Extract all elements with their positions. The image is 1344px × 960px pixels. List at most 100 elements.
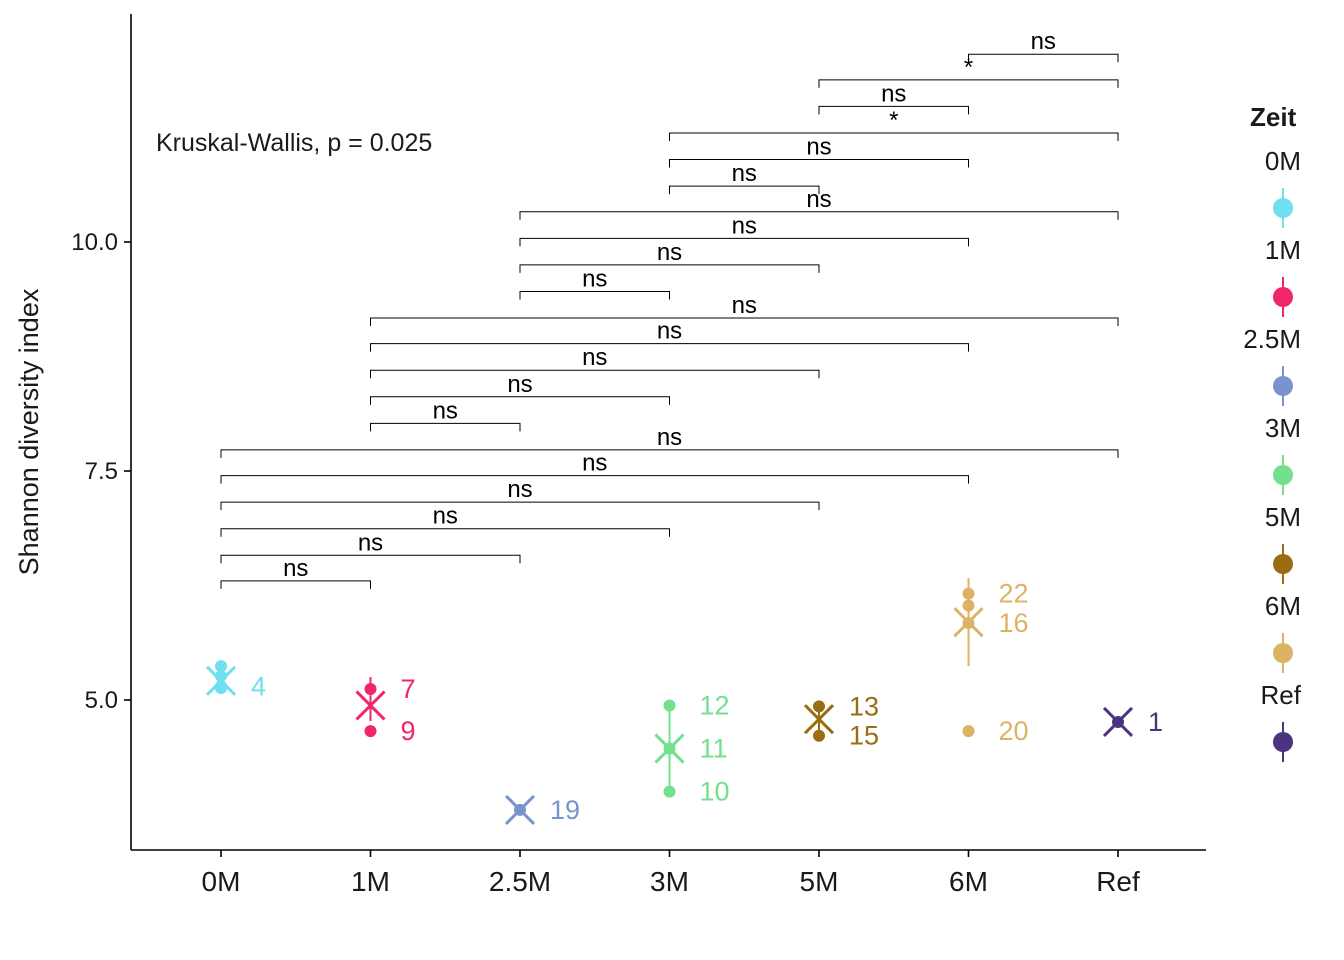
comparison-bracket [519, 290, 670, 300]
comparison-label: ns [1031, 28, 1056, 55]
comparison-bracket [818, 105, 969, 115]
point-label: 19 [550, 795, 580, 825]
comparison-label: ns [732, 292, 757, 319]
legend-label: 6M [1265, 591, 1301, 621]
comparison-label: ns [433, 397, 458, 424]
legend-label: 1M [1265, 235, 1301, 265]
comparison-label: ns [582, 450, 607, 477]
comparison-bracket [220, 580, 371, 589]
comparison-label: ns [732, 160, 757, 187]
x-tick-label: 0M [202, 866, 241, 897]
x-tick-label: 1M [351, 866, 390, 897]
comparison-bracket [220, 528, 670, 537]
comparison-label: ns [283, 555, 308, 582]
data-point [813, 700, 825, 713]
point-label: 9 [401, 716, 416, 746]
point-label: 12 [700, 690, 730, 720]
y-tick-label: 10.0 [71, 229, 118, 256]
mean-marker [355, 690, 386, 721]
data-point [514, 803, 526, 816]
data-point [962, 725, 975, 738]
data-point [364, 683, 377, 696]
legend-title: Zeit [1250, 102, 1297, 132]
comparison-bracket [968, 53, 1119, 63]
point-label: 11 [700, 734, 728, 764]
point-label: 1 [1148, 707, 1163, 737]
mean-cross-stroke [803, 704, 835, 735]
x-tick-label: 3M [650, 866, 689, 897]
comparison-bracket [519, 264, 820, 273]
comparison-label: ns [806, 134, 831, 161]
comparison-label: ns [657, 239, 682, 266]
comparison-bracket [220, 501, 820, 511]
mean-cross-stroke [355, 690, 386, 721]
comparison-bracket [370, 369, 820, 379]
comparison-bracket [370, 317, 1119, 327]
legend: Zeit 0M 1M 2.5M 3M 5M 6M Ref [1243, 102, 1302, 762]
legend-label: 3M [1265, 413, 1301, 443]
point-label: 10 [700, 777, 730, 807]
kruskal-wallis-annotation: Kruskal-Wallis, p = 0.025 [156, 129, 432, 157]
plot-area: 5.0 7.5 10.0 0M 1M 2.5M 3M 5M 6M Ref ns ns ns ns ns ns n… [71, 28, 1163, 897]
comparison-label: ns [657, 318, 682, 345]
y-axis-label: Shannon diversity index [14, 288, 44, 575]
legend-key-dot [1273, 376, 1293, 396]
point-label: 13 [849, 691, 879, 721]
legend-label: 0M [1265, 146, 1301, 176]
comparison-bracket [818, 79, 1119, 88]
legend-key-dot [1273, 732, 1293, 752]
point-label: 16 [999, 608, 1029, 638]
comparison-bracket [370, 343, 969, 352]
data-point [663, 785, 676, 798]
legend-key-dot [1273, 643, 1293, 663]
comparison-label: ns [507, 476, 532, 503]
comparison-label: ns [582, 265, 607, 292]
mean-marker [803, 704, 835, 735]
comparison-bracket [669, 132, 1119, 141]
x-tick-label: 5M [800, 866, 839, 897]
comparison-label: ns [657, 424, 682, 451]
comparison-bracket [220, 475, 969, 484]
data-point [663, 742, 676, 755]
data-point [364, 725, 377, 738]
comparison-label: * [889, 107, 898, 134]
legend-label: 5M [1265, 502, 1301, 532]
comparison-bracket [220, 449, 1119, 458]
legend-label: Ref [1261, 680, 1302, 710]
comparison-bracket [370, 422, 521, 432]
data-point [1112, 715, 1124, 728]
data-point [962, 617, 975, 630]
point-label: 4 [251, 671, 266, 701]
comparison-label: ns [433, 503, 458, 530]
comparison-bracket [669, 159, 969, 168]
data-point [215, 682, 227, 695]
point-label: 20 [999, 716, 1029, 746]
x-tick-label: Ref [1096, 866, 1140, 897]
legend-key-dot [1273, 287, 1293, 307]
x-tick-label: 2.5M [489, 866, 551, 897]
comparison-label: ns [507, 371, 532, 398]
data-point [215, 660, 227, 673]
data-point [813, 729, 825, 742]
comparison-label: ns [582, 344, 607, 371]
point-label: 7 [401, 674, 416, 704]
comparison-bracket [220, 554, 521, 564]
data-point [215, 670, 227, 683]
legend-key-dot [1273, 198, 1293, 218]
y-tick-label: 7.5 [85, 458, 118, 485]
data-point [962, 599, 975, 612]
data-point [663, 699, 676, 712]
legend-label: 2.5M [1243, 324, 1301, 354]
comparison-bracket [519, 211, 1119, 220]
data-point [962, 587, 975, 600]
legend-key-dot [1273, 554, 1293, 574]
comparison-label: * [964, 54, 973, 81]
comparison-bracket [519, 237, 969, 247]
comparison-label: ns [732, 212, 757, 239]
comparison-bracket [370, 396, 670, 405]
comparison-label: ns [881, 80, 906, 107]
point-label: 22 [999, 579, 1029, 609]
point-label: 15 [849, 721, 879, 751]
legend-key-dot [1273, 465, 1293, 485]
